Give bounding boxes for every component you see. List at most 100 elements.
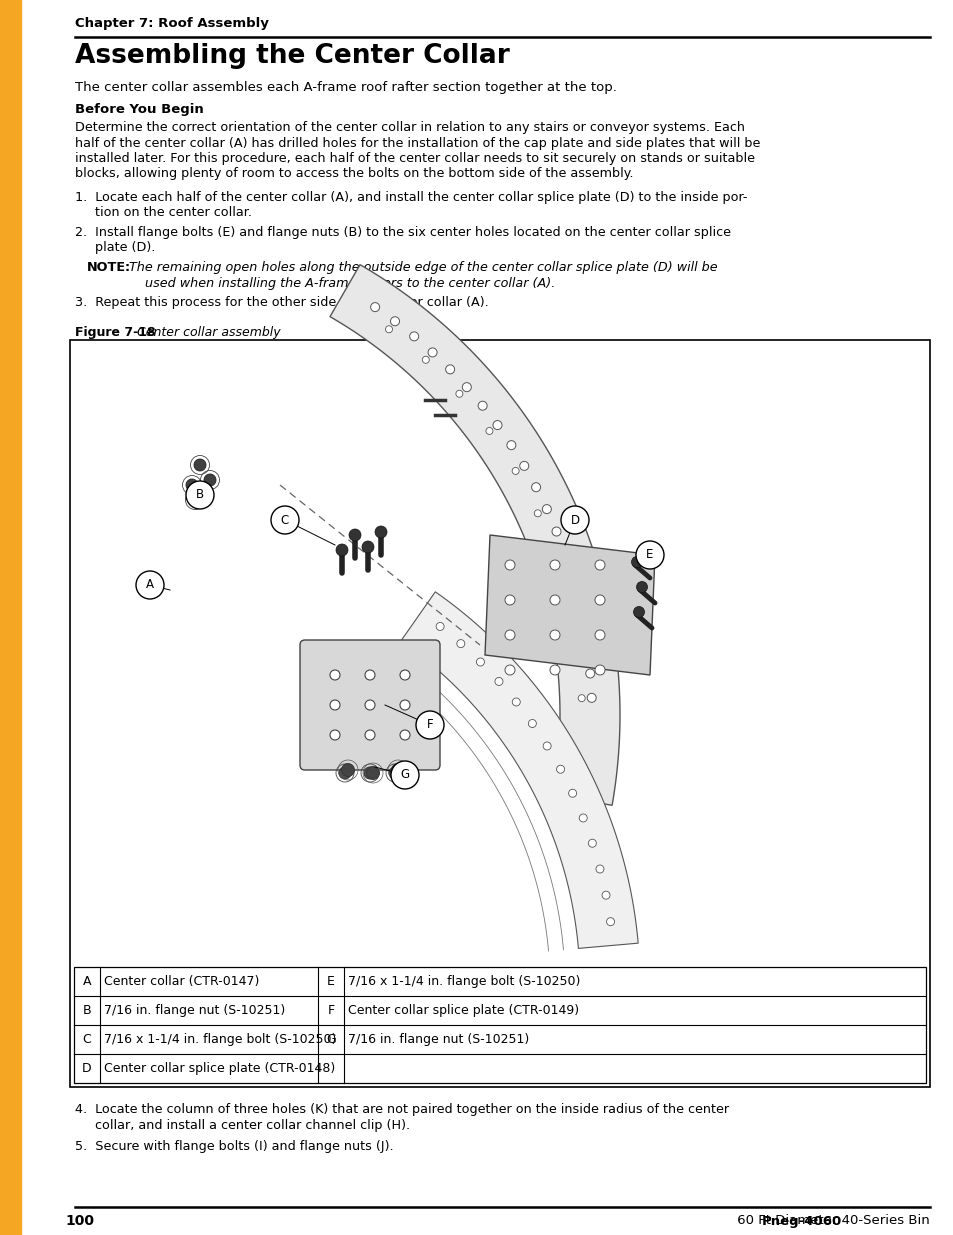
Text: 7/16 in. flange nut (S-10251): 7/16 in. flange nut (S-10251) (104, 1004, 285, 1016)
Text: E: E (645, 548, 653, 562)
Circle shape (550, 595, 559, 605)
Text: 100: 100 (65, 1214, 94, 1228)
Text: Center collar (CTR-0147): Center collar (CTR-0147) (104, 974, 259, 988)
Text: used when installing the A-frame rafters to the center collar (A).: used when installing the A-frame rafters… (125, 277, 555, 289)
Polygon shape (330, 264, 619, 805)
Text: The center collar assembles each A-frame roof rafter section together at the top: The center collar assembles each A-frame… (75, 82, 617, 94)
Text: Chapter 7: Roof Assembly: Chapter 7: Roof Assembly (75, 17, 269, 30)
Text: Center collar splice plate (CTR-0149): Center collar splice plate (CTR-0149) (348, 1004, 578, 1016)
Circle shape (365, 700, 375, 710)
Text: 4.  Locate the column of three holes (K) that are not paired together on the ins: 4. Locate the column of three holes (K) … (75, 1103, 728, 1116)
Circle shape (477, 401, 487, 410)
Circle shape (519, 462, 528, 471)
Circle shape (193, 459, 206, 471)
Circle shape (495, 678, 502, 685)
Text: Center collar splice plate (CTR-0148): Center collar splice plate (CTR-0148) (104, 1062, 335, 1074)
Circle shape (416, 711, 443, 739)
Bar (70, 340, 929, 1087)
Circle shape (456, 640, 464, 647)
Text: plate (D).: plate (D). (75, 242, 155, 254)
Text: 7/16 in. flange nut (S-10251): 7/16 in. flange nut (S-10251) (348, 1032, 529, 1046)
Circle shape (456, 390, 462, 398)
Circle shape (595, 630, 604, 640)
Circle shape (422, 356, 429, 363)
Circle shape (606, 918, 614, 926)
Circle shape (189, 494, 201, 506)
Circle shape (585, 669, 594, 678)
Text: 1.  Locate each half of the center collar (A), and install the center collar spl: 1. Locate each half of the center collar… (75, 191, 747, 204)
Circle shape (636, 541, 663, 569)
Text: 7/16 x 1-1/4 in. flange bolt (S-10250): 7/16 x 1-1/4 in. flange bolt (S-10250) (348, 974, 579, 988)
Text: A: A (146, 578, 153, 592)
Text: 60 Ft Diameter 40-Series Bin: 60 Ft Diameter 40-Series Bin (733, 1214, 929, 1228)
Circle shape (512, 698, 519, 706)
Text: F: F (426, 719, 433, 731)
Text: F: F (327, 1004, 335, 1016)
Circle shape (550, 559, 559, 571)
Text: blocks, allowing plenty of room to access the bolts on the bottom side of the as: blocks, allowing plenty of room to acces… (75, 168, 633, 180)
Circle shape (186, 479, 198, 492)
Text: C: C (280, 514, 289, 526)
Text: D: D (82, 1062, 91, 1074)
Bar (0, 0, 21, 1235)
Circle shape (504, 664, 515, 676)
Polygon shape (400, 592, 638, 948)
Circle shape (595, 595, 604, 605)
Circle shape (349, 529, 360, 541)
Circle shape (506, 441, 516, 450)
Circle shape (542, 505, 551, 514)
Text: NOTE:: NOTE: (87, 261, 131, 274)
Text: installed later. For this procedure, each half of the center collar needs to sit: installed later. For this procedure, eac… (75, 152, 754, 165)
Circle shape (391, 763, 404, 777)
Circle shape (330, 730, 339, 740)
Circle shape (556, 766, 564, 773)
Circle shape (485, 427, 493, 435)
Circle shape (582, 645, 592, 653)
Circle shape (436, 622, 444, 630)
Circle shape (560, 506, 588, 534)
Circle shape (633, 606, 644, 618)
Circle shape (361, 541, 374, 553)
Circle shape (409, 332, 418, 341)
Circle shape (595, 664, 604, 676)
Circle shape (512, 467, 518, 474)
Circle shape (578, 694, 584, 701)
Circle shape (504, 595, 515, 605)
Text: E: E (327, 974, 335, 988)
Circle shape (504, 559, 515, 571)
Circle shape (399, 671, 410, 680)
Text: The remaining open holes along the outside edge of the center collar splice plat: The remaining open holes along the outsi… (125, 261, 717, 274)
Circle shape (389, 767, 400, 779)
Circle shape (596, 864, 603, 873)
Circle shape (560, 550, 569, 559)
Circle shape (595, 559, 604, 571)
Circle shape (366, 767, 379, 779)
Text: Determine the correct orientation of the center collar in relation to any stairs: Determine the correct orientation of the… (75, 121, 744, 135)
Circle shape (186, 480, 213, 509)
Circle shape (601, 892, 609, 899)
Text: A: A (83, 974, 91, 988)
Circle shape (390, 316, 399, 326)
Text: Center collar assembly: Center collar assembly (132, 326, 280, 338)
Circle shape (341, 763, 355, 777)
Circle shape (550, 630, 559, 640)
Circle shape (631, 557, 641, 568)
Text: D: D (570, 514, 579, 526)
Circle shape (578, 814, 587, 823)
Text: Before You Begin: Before You Begin (75, 103, 204, 116)
Bar (71, 342, 927, 967)
Circle shape (365, 730, 375, 740)
FancyBboxPatch shape (299, 640, 439, 769)
Text: half of the center collar (A) has drilled holes for the installation of the cap : half of the center collar (A) has drille… (75, 137, 760, 149)
Circle shape (364, 767, 375, 779)
Circle shape (399, 730, 410, 740)
Circle shape (338, 767, 351, 779)
Text: 5.  Secure with flange bolts (I) and flange nuts (J).: 5. Secure with flange bolts (I) and flan… (75, 1140, 394, 1153)
Polygon shape (484, 535, 655, 676)
Circle shape (578, 621, 588, 630)
Circle shape (493, 421, 501, 430)
Circle shape (504, 630, 515, 640)
Text: tion on the center collar.: tion on the center collar. (75, 206, 252, 220)
Circle shape (636, 582, 647, 593)
Text: 7/16 x 1-1/4 in. flange bolt (S-10250): 7/16 x 1-1/4 in. flange bolt (S-10250) (104, 1032, 336, 1046)
